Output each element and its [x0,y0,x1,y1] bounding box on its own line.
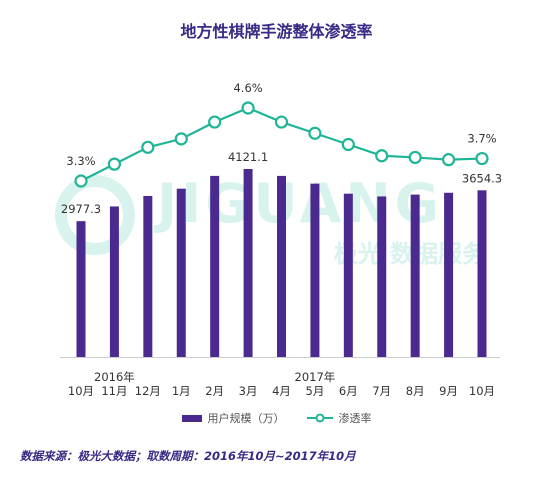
watermark-text-cn: 极光 数据服务 [334,240,487,268]
line-point [241,101,255,115]
line-point [74,174,88,188]
bar [377,196,387,357]
line-point [107,157,122,171]
line-value-label: 4.6% [233,81,262,95]
bar-value-label: 2977.3 [61,202,101,216]
bar [176,188,186,357]
x-tick-label: 12月 [135,384,161,398]
x-tick-label: 10月 [469,384,495,398]
chart-title: 地方性棋牌手游整体渗透率 [180,22,373,41]
bar [109,206,119,357]
x-tick-label: 6月 [339,384,358,398]
x-year-label: 2016年 [94,370,135,384]
bar [343,193,353,357]
bar [277,175,286,357]
legend-line-swatch [306,413,333,423]
line-point [308,126,322,140]
bar [243,169,253,357]
chart-canvas: JIGUANG 极光 数据服务 2977.3 4121.1 3654.3 3.3% 4.6… [55,81,502,398]
line-point [208,115,222,129]
legend-item-line: 渗透率 [306,410,372,426]
line-point [141,140,155,154]
bar [76,221,86,357]
x-tick-label: 7月 [372,384,391,398]
legend-item-bar: 用户规模（万） [181,410,285,426]
bar [143,195,153,357]
bar-value-label: 4121.1 [228,150,268,164]
line-point [375,149,389,163]
x-year-label: 2017年 [295,370,336,384]
line-value-label: 3.3% [66,154,95,168]
x-tick-label: 5月 [306,384,325,398]
legend-bar-swatch [181,414,202,422]
watermark-logo-icon [55,175,135,255]
x-tick-label: 10月 [68,384,94,398]
x-tick-label: 9月 [439,384,458,398]
line-value-label: 3.7% [467,132,496,146]
bar-series [76,169,487,357]
bar-value-label: 3654.3 [462,171,502,185]
x-tick-label: 1月 [172,384,191,398]
legend: 用户规模（万） 渗透率 [0,410,553,426]
x-tick-label: 4月 [272,384,291,398]
watermark: JIGUANG 极光 数据服务 [55,172,487,268]
legend-bar-label: 用户规模（万） [207,412,285,425]
line-point [174,132,188,146]
line-point [475,151,489,166]
line-point [441,153,456,167]
x-tick-label: 11月 [101,384,127,398]
bar [210,175,220,357]
bar [477,190,487,357]
watermark-text-en: JIGUANG [153,172,443,235]
x-tick-label: 8月 [406,384,425,398]
x-tick-label: 3月 [239,384,258,398]
line-point [408,150,422,165]
x-tick-label: 2月 [205,384,224,398]
line-point [274,115,289,129]
bar [410,194,420,357]
line-point [341,137,355,152]
source-note: 数据来源：极光大数据；取数周期：2016年10月~2017年10月 [20,449,356,463]
bar [310,183,320,357]
line-series [74,101,489,188]
legend-line-label: 渗透率 [338,412,372,425]
data-labels: 2977.3 4121.1 3654.3 3.3% 4.6% 3.7% [61,81,502,216]
bar [444,192,454,357]
